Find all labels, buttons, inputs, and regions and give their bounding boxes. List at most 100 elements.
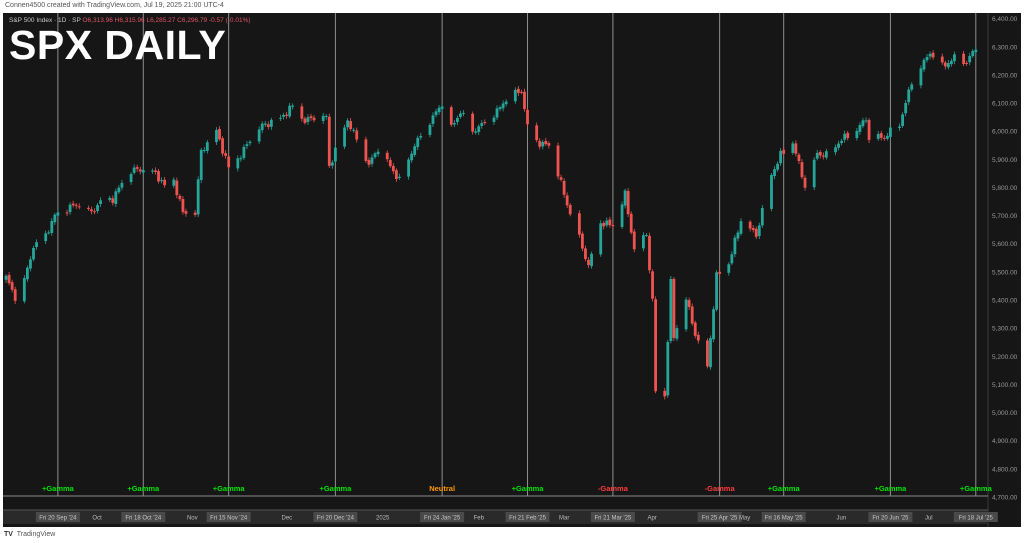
- candle-body: [114, 191, 118, 204]
- candle-body: [565, 195, 569, 206]
- candle-body: [269, 119, 273, 127]
- candle-body: [349, 121, 353, 130]
- expiration-date-label: Fri 18 Oct '24: [125, 516, 161, 522]
- price-tick-label: 5,000.00: [992, 410, 1018, 417]
- candlestick-chart: 6,400.00 6,300.00 6,200.00 6,100.00 6,000.00…: [3, 13, 1021, 527]
- candle-body: [193, 212, 197, 215]
- candle-body: [498, 107, 502, 110]
- candle-body: [157, 171, 160, 182]
- candle-body: [907, 89, 911, 103]
- candle-body: [928, 53, 932, 57]
- candle-body: [684, 299, 688, 330]
- candle-body: [285, 114, 289, 116]
- candle-body: [727, 264, 731, 273]
- candle-body: [117, 187, 121, 193]
- candle-body: [645, 234, 648, 236]
- candle-body: [4, 275, 8, 280]
- candle-body: [96, 205, 99, 212]
- candle-body: [867, 119, 871, 140]
- candle-body: [279, 117, 282, 119]
- month-tick-label: Mar: [559, 516, 569, 522]
- candle-body: [108, 197, 112, 200]
- candle-body: [236, 158, 240, 169]
- candle-body: [855, 130, 859, 139]
- candle-body: [687, 300, 691, 307]
- candle-body: [861, 120, 865, 127]
- candle-body: [709, 338, 712, 368]
- candle-body: [474, 131, 478, 133]
- candle-body: [846, 132, 850, 139]
- candle-body: [50, 221, 54, 233]
- price-tick-label: 6,100.00: [992, 101, 1018, 108]
- candle-body: [419, 135, 423, 138]
- candle-body: [202, 150, 206, 152]
- candle-body: [556, 145, 560, 177]
- gamma-label: +Gamma: [213, 484, 246, 493]
- candle-body: [242, 146, 246, 158]
- candle-body: [516, 88, 520, 93]
- candle-body: [858, 125, 862, 132]
- expiration-date-tag: [868, 512, 913, 522]
- candle-body: [882, 137, 886, 139]
- candle-body: [562, 180, 566, 195]
- candle-body: [513, 89, 517, 102]
- candle-body: [324, 115, 328, 117]
- candle-body: [22, 278, 26, 302]
- candle-body: [587, 259, 590, 266]
- candle-body: [346, 120, 349, 128]
- candle-body: [800, 162, 804, 178]
- gamma-label: +Gamma: [127, 484, 160, 493]
- candle-body: [757, 225, 761, 236]
- gamma-label: -Gamma: [598, 484, 629, 493]
- candle-body: [53, 214, 57, 223]
- candle-body: [215, 129, 218, 143]
- tradingview-logo-icon: TV: [4, 531, 13, 538]
- ohlc-values: O6,313.96 H6,315.96 L6,285.27 C6,296.79 …: [82, 17, 251, 24]
- candle-body: [968, 55, 972, 63]
- candle-body: [218, 128, 221, 140]
- candle-body: [922, 59, 926, 70]
- expiration-date-tag: [953, 512, 998, 522]
- candle-body: [946, 62, 950, 68]
- candle-body: [547, 143, 551, 146]
- gamma-label: +Gamma: [960, 484, 993, 493]
- candle-body: [718, 271, 722, 274]
- tradingview-footer: TV TradingView: [4, 531, 55, 538]
- candle-body: [151, 170, 154, 172]
- candle-body: [370, 157, 374, 164]
- candle-body: [410, 153, 414, 161]
- candle-body: [648, 235, 651, 271]
- candle-body: [797, 154, 801, 162]
- candle-body: [535, 125, 539, 141]
- candle-body: [623, 190, 627, 206]
- candle-body: [44, 233, 48, 242]
- expiration-date-tag: [697, 512, 742, 522]
- candle-body: [953, 54, 956, 62]
- candle-body: [7, 274, 11, 284]
- candle-body: [898, 126, 901, 128]
- candle-body: [385, 152, 389, 160]
- candle-body: [343, 127, 346, 147]
- candle-body: [163, 179, 167, 186]
- candle-body: [669, 279, 673, 342]
- candle-body: [559, 177, 563, 180]
- candle-body: [413, 146, 417, 155]
- candle-body: [495, 108, 499, 118]
- candle-body: [154, 170, 157, 172]
- price-tick-label: 4,900.00: [992, 438, 1018, 445]
- price-tick-label: 5,700.00: [992, 213, 1018, 220]
- candle-body: [227, 156, 231, 168]
- candle-body: [943, 62, 947, 67]
- candle-body: [333, 147, 337, 162]
- candle-body: [760, 208, 764, 226]
- candle-body: [812, 159, 816, 188]
- candle-body: [602, 222, 606, 227]
- month-tick-label: Dec: [282, 516, 293, 522]
- candle-body: [245, 144, 249, 146]
- candle-body: [779, 150, 783, 164]
- candle-body: [632, 231, 636, 250]
- month-tick-label: Jul: [925, 516, 933, 522]
- candle-body: [965, 62, 969, 64]
- candle-body: [492, 117, 496, 122]
- candle-body: [71, 203, 75, 206]
